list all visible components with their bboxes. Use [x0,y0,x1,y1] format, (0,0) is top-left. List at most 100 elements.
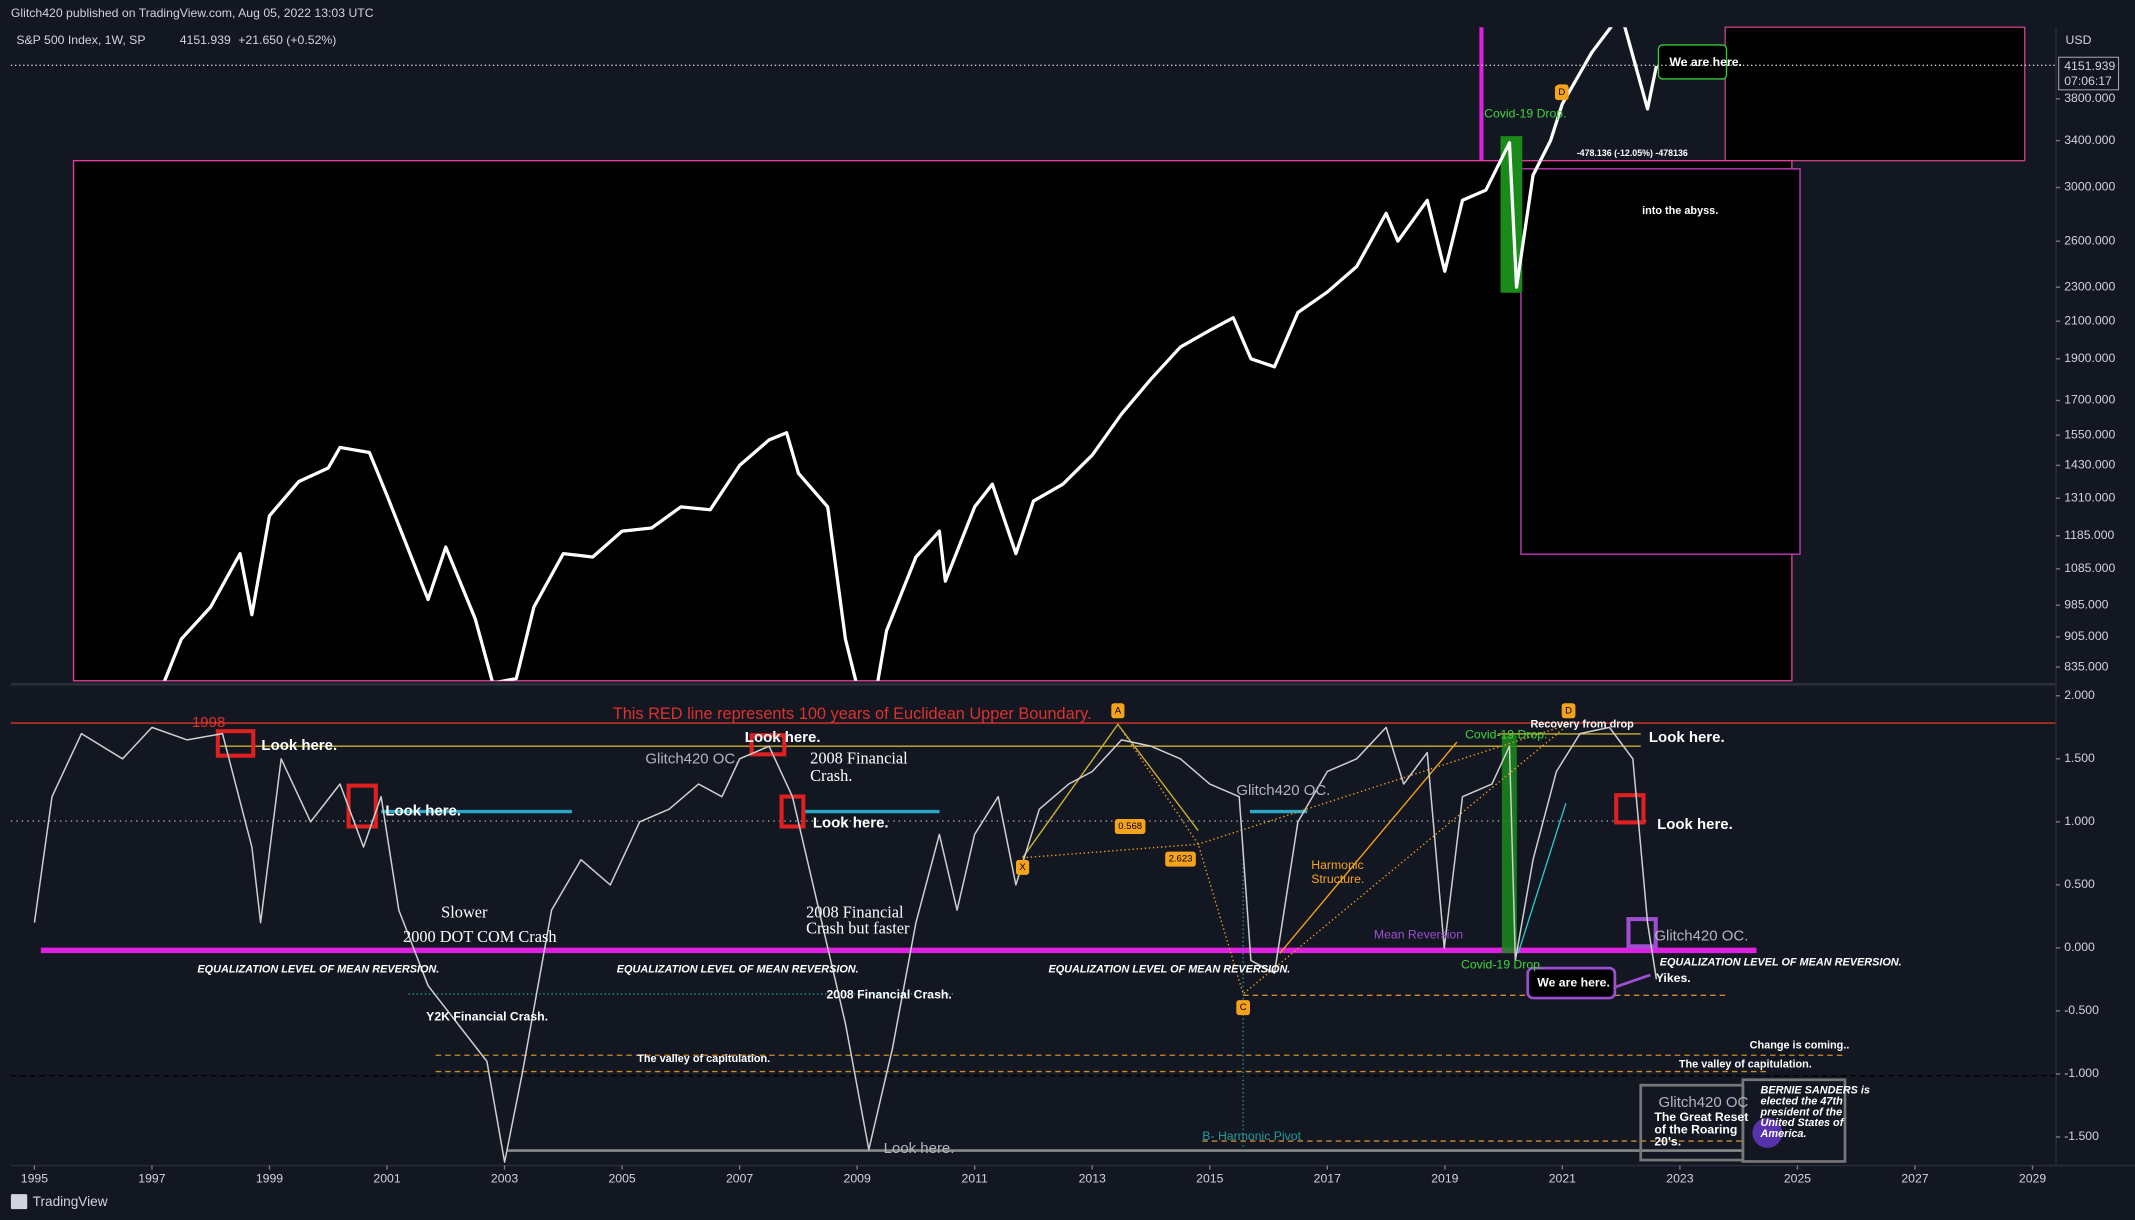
y-tick-label: 0.500 [2064,877,2095,891]
annotation: C [1240,1002,1247,1013]
tag-box [1165,851,1196,867]
annotation: Look here. [813,815,889,832]
x-tick-label: 2003 [491,1171,518,1185]
annotation: The Great Reset [1654,1110,1748,1124]
annotation: Mean Reversion [1374,928,1463,942]
annotation: -478.136 (-12.05%) -478136 [1577,148,1688,158]
x-tick-label: 1997 [138,1171,165,1185]
annotation: 2008 Financial [806,902,904,921]
harmonic-pattern [1022,723,1569,859]
bracket [215,729,256,758]
x-tick-label: 2029 [2019,1171,2046,1185]
x-tick-label: 2025 [1784,1171,1811,1185]
annotation: EQUALIZATION LEVEL OF MEAN REVERSION. [197,963,439,975]
annotation: Glitch420 OC. [645,751,739,768]
trend-line [1517,803,1567,954]
annotation: Y2K Financial Crash. [426,1009,548,1023]
harmonic-pattern [1022,723,1199,859]
note-dot [1752,1117,1783,1148]
annotation: We are here. [1669,55,1742,69]
bracket [1614,793,1646,825]
annotation: Crash. [810,766,852,785]
annotation: Look here. [745,729,821,746]
price-line-series [162,27,1658,681]
harmonic-pattern [1279,741,1458,954]
annotation: Look here. [261,737,337,754]
logo [10,1194,28,1210]
annotation: Change is coming.. [1750,1040,1850,1052]
y-tick-label: -1.000 [2064,1066,2099,1080]
annotation: 2008 Financial [810,749,908,768]
annotation: Covid-19 Drop. [1484,107,1566,121]
annotation: of the Roaring [1654,1122,1737,1136]
bracket [1626,917,1658,949]
annotation: 2.623 [1169,854,1193,865]
annotation: Covid-19 Drop. [1461,958,1543,972]
y-tick-label: 1310.000 [2064,490,2115,504]
annotation: D [1558,87,1565,98]
annotation: D [1565,705,1572,716]
callout-box [1526,966,1617,1000]
annotation: Recovery from drop [1530,718,1634,730]
y-tick-label: 1185.000 [2064,528,2114,542]
y-tick-label: 3000.000 [2064,180,2115,194]
annotation: president of the [1760,1106,1843,1118]
annotation: 20's. [1654,1135,1681,1149]
annotation: 1998 [192,714,225,731]
price-axis [2056,27,2135,1166]
y-tick-label: -1.500 [2064,1129,2099,1143]
x-tick-label: 1995 [21,1171,48,1185]
y-tick-label: 3400.000 [2064,133,2115,147]
tag-box [1236,1000,1250,1016]
y-tick-label: 0.000 [2064,940,2095,954]
annotation: Glitch420 OC. [1236,782,1330,799]
y-tick-label: 985.000 [2064,597,2108,611]
brand: TradingView [33,1194,108,1209]
x-tick-label: 2013 [1079,1171,1106,1185]
annotation: Look here. [385,802,461,819]
annotation: Glitch420 OC [1658,1094,1748,1111]
annotation: United States of [1761,1117,1845,1129]
price-change: +21.650 (+0.52%) [238,33,336,47]
y-tick-label: 905.000 [2064,629,2108,643]
annotation: B- Harmonic Pivot [1202,1129,1301,1143]
y-tick-label: 1550.000 [2064,427,2115,441]
annotation: elected the 47th [1761,1095,1844,1107]
tag-box [1015,859,1030,875]
x-tick-label: 2019 [1431,1171,1458,1185]
y-tick-label: 1900.000 [2064,351,2115,365]
x-tick-label: 2027 [1901,1171,1928,1185]
annotation: EQUALIZATION LEVEL OF MEAN REVERSION. [1048,963,1290,975]
y-tick-label: 2600.000 [2064,233,2115,247]
callout-arrow [1614,973,1651,989]
tag-box [1554,85,1569,101]
x-tick-label: 1999 [256,1171,283,1185]
currency: USD [2066,33,2092,47]
y-tick-label: -0.500 [2064,1003,2099,1017]
bracket [749,733,787,757]
annotation: Look here. [884,1140,955,1157]
annotation: Crash but faster [806,919,910,938]
price-line-series [33,726,1658,1163]
price-label-box [2058,56,2120,91]
tag-box [1561,703,1576,719]
y-tick-label: 2300.000 [2064,279,2115,293]
x-tick-label: 2011 [962,1171,989,1185]
annotation: Look here. [1649,729,1725,746]
annotation: 2008 Financial Crash. [826,988,951,1002]
overlay-box [1724,26,2026,162]
symbol-title: S&P 500 Index, 1W, SP [16,33,145,47]
annotation: 2000 DOT COM Crash [403,927,556,946]
y-tick-label: 3800.000 [2064,91,2115,105]
annotation: EQUALIZATION LEVEL OF MEAN REVERSION. [617,963,859,975]
x-tick-label: 2005 [608,1171,635,1185]
y-tick-label: 835.000 [2064,659,2108,673]
x-tick-label: 2021 [1549,1171,1576,1185]
note-box [1741,1078,1847,1163]
tag-box [1111,703,1125,719]
x-tick-label: 2007 [726,1171,753,1185]
annotation: We are here. [1537,975,1610,989]
annotation: into the abyss. [1642,205,1718,217]
x-tick-label: 2009 [844,1171,871,1185]
